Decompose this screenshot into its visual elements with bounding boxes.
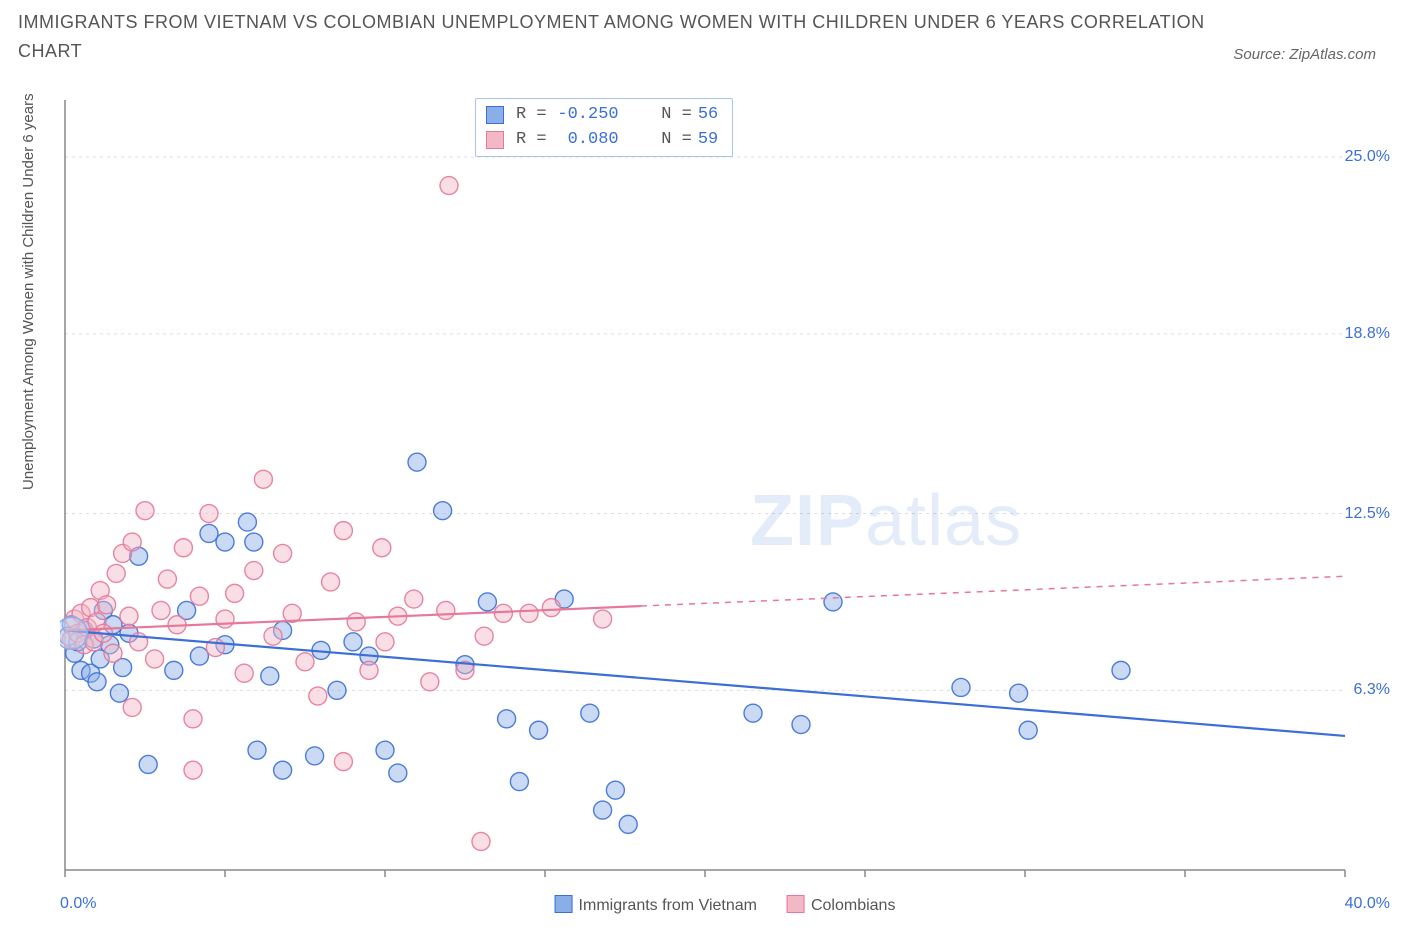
chart-title: IMMIGRANTS FROM VIETNAM VS COLOMBIAN UNE…	[18, 8, 1206, 66]
x-axis-max-label: 40.0%	[1345, 895, 1390, 913]
legend-n-value: 56	[698, 103, 718, 128]
series-label: Colombians	[811, 897, 895, 914]
source-prefix: Source:	[1233, 46, 1289, 63]
legend-row: R = -0.250 N = 56	[486, 103, 718, 128]
x-axis-min-label: 0.0%	[60, 895, 96, 913]
legend-swatch	[486, 106, 504, 124]
source-name: ZipAtlas.com	[1289, 46, 1376, 63]
y-axis-tick-label: 25.0%	[1345, 148, 1390, 166]
legend-n-label: N =	[661, 103, 692, 128]
watermark: ZIPatlas	[750, 480, 1022, 562]
series-swatch	[787, 895, 805, 913]
legend-row: R = 0.080 N = 59	[486, 128, 718, 153]
legend-r-label: R =	[516, 128, 547, 153]
chart-area: R = -0.250 N = 56R = 0.080 N = 59 ZIPatl…	[60, 95, 1390, 885]
watermark-atlas: atlas	[865, 481, 1022, 561]
scatter-plot-svg	[60, 95, 1390, 885]
legend-swatch	[486, 131, 504, 149]
series-legend-item: Colombians	[787, 895, 895, 915]
series-legend-item: Immigrants from Vietnam	[555, 895, 757, 915]
y-axis-tick-label: 12.5%	[1345, 505, 1390, 523]
legend-n-value: 59	[698, 128, 718, 153]
legend-r-value: -0.250	[553, 103, 619, 128]
y-axis-tick-label: 6.3%	[1354, 681, 1390, 699]
legend-r-value: 0.080	[553, 128, 619, 153]
legend-r-label: R =	[516, 103, 547, 128]
series-swatch	[555, 895, 573, 913]
series-legend: Immigrants from Vietnam Colombians	[555, 895, 896, 915]
y-axis-label: Unemployment Among Women with Children U…	[20, 93, 37, 490]
source-credit: Source: ZipAtlas.com	[1233, 46, 1376, 63]
y-axis-tick-label: 18.8%	[1345, 325, 1390, 343]
legend-n-label: N =	[661, 128, 692, 153]
series-label: Immigrants from Vietnam	[579, 897, 757, 914]
correlation-legend: R = -0.250 N = 56R = 0.080 N = 59	[475, 98, 733, 157]
watermark-zip: ZIP	[750, 481, 865, 561]
